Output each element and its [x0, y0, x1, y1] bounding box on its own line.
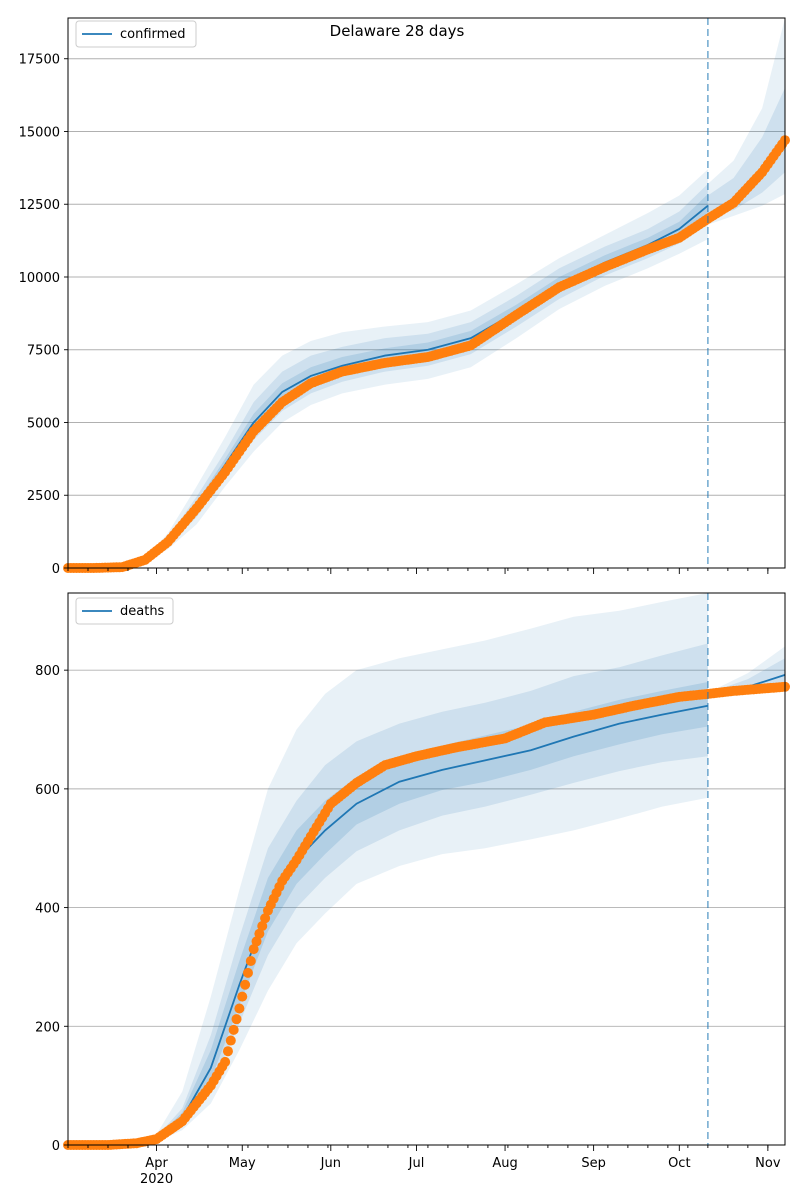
deaths-y-axis: 0 200 400 600 800 — [35, 664, 68, 1154]
observed-point — [242, 967, 253, 978]
x-tick-label: Oct — [668, 1156, 690, 1171]
observed-point — [248, 944, 259, 955]
observed-point — [245, 956, 256, 966]
y-tick-label: 5000 — [27, 416, 60, 431]
confirmed-legend: confirmed — [75, 20, 197, 48]
y-tick-label: 2500 — [27, 489, 60, 504]
deaths-intervals — [68, 593, 785, 1145]
confirmed-y-axis: 0 2500 5000 7500 10000 12500 15000 17500 — [19, 53, 68, 577]
observed-point — [220, 1056, 231, 1067]
y-tick-label: 17500 — [19, 53, 60, 68]
confirmed-axes-frame — [67, 17, 786, 569]
observed-point — [257, 920, 268, 931]
x-tick-sublabel: 2020 — [140, 1172, 173, 1187]
interval-band — [68, 682, 708, 1145]
y-tick-label: 600 — [35, 783, 60, 798]
x-tick-label: Nov — [755, 1156, 781, 1171]
x-tick-label: Apr — [145, 1156, 168, 1171]
x-tick-label: Jul — [408, 1156, 425, 1171]
y-tick-label: 10000 — [19, 271, 60, 286]
deaths-grid — [68, 669, 785, 1027]
y-tick-label: 0 — [52, 1139, 60, 1154]
y-tick-label: 12500 — [19, 198, 60, 213]
observed-point — [251, 936, 262, 947]
confirmed-legend-label: confirmed — [120, 27, 186, 42]
forecast-interval-band — [707, 87, 785, 216]
x-tick-label: Jun — [320, 1156, 341, 1171]
observed-point — [222, 1046, 233, 1057]
y-tick-label: 400 — [35, 902, 60, 917]
observed-point — [254, 928, 265, 939]
y-tick-label: 7500 — [27, 344, 60, 359]
chart-title: Delaware 28 days — [330, 22, 465, 40]
confirmed-legend-box — [75, 20, 197, 48]
deaths-axes-frame — [67, 592, 786, 1146]
confirmed-x-axis — [67, 568, 769, 574]
x-tick-label: Sep — [581, 1156, 606, 1171]
observed-point — [260, 913, 271, 924]
y-tick-label: 0 — [52, 562, 60, 577]
observed-point — [225, 1035, 236, 1046]
x-tick-label: May — [229, 1156, 256, 1171]
x-tick-label: Aug — [492, 1156, 517, 1171]
deaths-legend-box — [75, 597, 174, 625]
observed-point — [228, 1024, 239, 1035]
observed-point — [237, 991, 248, 1002]
deaths-legend: deaths — [75, 597, 174, 625]
confirmed-grid — [68, 58, 785, 496]
observed-point — [240, 979, 251, 990]
interval-band — [68, 593, 708, 1145]
confirmed-panel: 0 2500 5000 7500 10000 12500 15000 17500 Delawa… — [19, 17, 790, 577]
observed-point — [234, 1003, 245, 1014]
confirmed-intervals — [68, 18, 785, 568]
interval-band — [68, 194, 708, 568]
observed-point — [231, 1014, 242, 1025]
y-tick-label: 15000 — [19, 125, 60, 140]
y-tick-label: 800 — [35, 664, 60, 679]
deaths-observed-points — [63, 681, 790, 1150]
deaths-legend-label: deaths — [120, 604, 165, 619]
y-tick-label: 200 — [35, 1020, 60, 1035]
